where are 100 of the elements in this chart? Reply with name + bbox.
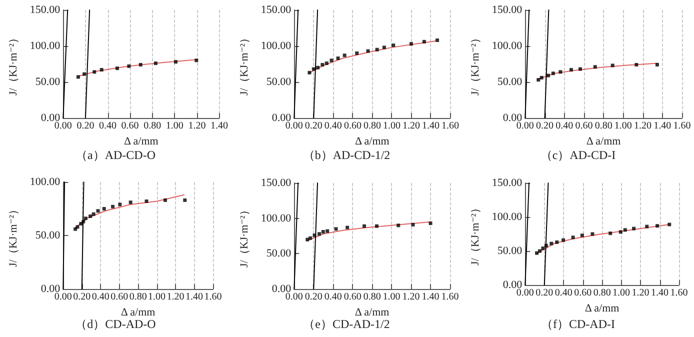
point — [558, 70, 562, 74]
point — [92, 70, 96, 74]
point — [668, 222, 672, 226]
point — [183, 198, 187, 202]
y-tick-label: 100.00 — [30, 40, 61, 52]
point — [593, 65, 597, 69]
y-tick-label: 100.00 — [260, 212, 292, 224]
point — [618, 230, 622, 234]
x-tick-label: 1.20 — [402, 292, 420, 302]
x-tick-label: 1.60 — [204, 292, 222, 302]
x-tick-label: 1.60 — [441, 292, 459, 302]
x-tick-label: 0.20 — [304, 120, 322, 132]
point — [102, 207, 106, 210]
x-tick-label: 1.00 — [148, 292, 166, 302]
point — [540, 76, 544, 80]
point — [92, 212, 96, 216]
point — [375, 48, 379, 52]
x-axis-title: Δ a/mm — [355, 135, 390, 148]
point — [115, 66, 119, 70]
text: （d）CD-AD-O — [75, 317, 156, 331]
x-tick-label: 0.20 — [76, 120, 94, 132]
y-tick-label: 50.00 — [497, 245, 523, 257]
point — [336, 56, 340, 60]
text: （f）CD-AD-I — [541, 317, 615, 331]
x-tick-label: 1.40 — [422, 120, 440, 132]
y-tick-label: 150.00 — [492, 4, 523, 16]
point — [330, 58, 334, 62]
point — [308, 236, 312, 240]
point — [144, 200, 148, 204]
point — [76, 75, 80, 79]
x-tick-label: 1.40 — [186, 292, 204, 302]
x-tick-label: 0.80 — [593, 288, 611, 298]
x-tick-label: 0.60 — [110, 292, 128, 302]
point — [645, 224, 649, 228]
point — [312, 67, 316, 71]
y-tick-label: 50.00 — [35, 76, 61, 88]
text: （b）AD-CD-1/2 — [302, 148, 390, 162]
x-tick-label: 0.00 — [516, 120, 534, 132]
x-tick-label: 0.20 — [536, 288, 554, 298]
x-tick-label: 0.60 — [344, 292, 362, 302]
point — [409, 42, 413, 46]
point — [312, 234, 316, 238]
x-tick-label: 0.40 — [324, 292, 342, 302]
point — [411, 222, 415, 226]
point — [555, 240, 559, 244]
x-tick-label: 0.80 — [144, 120, 162, 132]
point — [128, 200, 132, 204]
y-tick-label: 50.00 — [266, 248, 292, 260]
point — [428, 222, 432, 226]
point — [578, 67, 582, 71]
y-tick-label: 150.00 — [260, 177, 292, 189]
point — [127, 64, 131, 68]
x-tick-label: 0.00 — [285, 120, 303, 132]
x-tick-label: 1.20 — [632, 288, 650, 298]
point — [346, 226, 350, 230]
x-tick-label: 1.00 — [612, 288, 630, 298]
point — [544, 244, 548, 248]
point — [321, 230, 325, 234]
point — [308, 70, 312, 74]
point — [111, 204, 115, 208]
point — [392, 44, 396, 48]
x-tick-label: 0.80 — [594, 120, 612, 132]
x-tick-label: 0.80 — [363, 292, 381, 302]
point — [422, 40, 426, 44]
x-tick-label: 0.20 — [536, 120, 554, 132]
x-tick-label: 0.60 — [344, 120, 362, 132]
y-axis-title: J/（KJ·m⁻²） — [470, 202, 482, 266]
x-tick-label: 1.00 — [382, 292, 400, 302]
x-tick-label: 0.80 — [363, 120, 381, 132]
point — [550, 242, 554, 246]
x-tick-label: 0.20 — [73, 292, 91, 302]
x-tick-label: 1.40 — [654, 120, 672, 132]
point — [163, 198, 167, 202]
point — [100, 68, 104, 72]
point — [118, 202, 122, 206]
line-series — [306, 221, 432, 242]
x-tick-label: 0.40 — [554, 288, 572, 298]
x-tick-label: 0.40 — [92, 292, 110, 302]
x-tick-label: 1.60 — [442, 120, 459, 132]
x-tick-label: 1.20 — [166, 292, 184, 302]
y-tick-label: 50.00 — [497, 76, 523, 88]
point — [551, 72, 555, 76]
y-tick-label: 150.00 — [492, 177, 523, 189]
x-axis-title: Δ a/mm — [120, 306, 156, 318]
point — [562, 238, 566, 242]
y-tick-label: 50.00 — [266, 76, 292, 88]
point — [571, 236, 575, 240]
x-tick-label: 1.40 — [210, 120, 228, 132]
x-axis-title: Δ a/mm — [586, 135, 622, 148]
point — [656, 224, 660, 228]
text: （a）AD-CD-O — [76, 148, 156, 162]
y-tick-label: 150.00 — [30, 4, 61, 16]
y-tick-label: 100.00 — [492, 40, 523, 52]
x-tick-label: 1.00 — [166, 120, 184, 132]
y-axis-title: J/（KJ·m⁻²） — [238, 204, 250, 268]
point — [546, 74, 550, 78]
x-tick-label: 0.20 — [304, 292, 322, 302]
point — [632, 226, 636, 230]
point — [608, 232, 612, 236]
point — [138, 62, 142, 66]
